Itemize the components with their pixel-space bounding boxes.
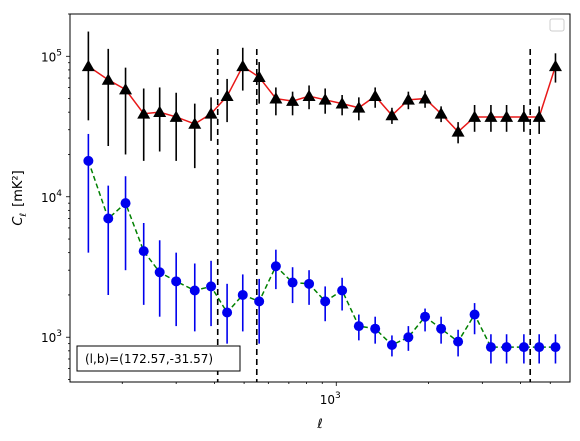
series-1-point — [418, 92, 432, 104]
series-1-point — [532, 110, 546, 122]
y-tick-label: 105 — [41, 48, 62, 64]
series-2-point — [254, 296, 265, 307]
series-1-point — [252, 70, 266, 83]
series-1-point — [137, 107, 151, 119]
series-1-point — [204, 107, 218, 119]
ticks-group: 103 103 104 105 — [41, 13, 551, 407]
series-2-point — [103, 213, 114, 224]
series-1-point — [286, 94, 300, 106]
series-2-point — [370, 323, 381, 334]
series-1 — [81, 31, 562, 169]
series-1-point — [335, 97, 349, 109]
annotation-text: (l,b)=(172.57,-31.57) — [85, 352, 213, 366]
y-axis-label: Cℓ [mK²] — [11, 170, 29, 225]
series-2-point — [222, 307, 233, 318]
series-2-point — [534, 342, 545, 353]
series-2-point — [420, 311, 431, 322]
series-2-point — [501, 342, 512, 353]
series-2-point — [353, 321, 364, 332]
series-1-point — [119, 83, 133, 95]
series-2-point — [287, 277, 298, 288]
series-1-point — [302, 89, 316, 102]
y-tick-label: 104 — [41, 189, 62, 205]
series-2-point — [550, 342, 561, 353]
series-2-point — [120, 198, 131, 209]
y-axis-label-unit: [mK²] — [11, 170, 26, 207]
series-1-point — [352, 101, 366, 113]
series-2-point — [485, 342, 496, 353]
series-1-point — [81, 59, 95, 72]
series-1-point — [269, 92, 283, 104]
annotation-box — [76, 345, 241, 372]
series-2-point — [403, 332, 414, 343]
series-1-point — [517, 110, 531, 122]
series-1-point — [169, 110, 183, 122]
y-axis-label-main: C — [11, 216, 26, 226]
series-2-point — [171, 276, 182, 287]
series-1-point — [188, 117, 202, 129]
annotation-group: (l,b)=(172.57,-31.57) — [76, 345, 241, 372]
series-2-point — [436, 323, 447, 334]
series-1-point — [500, 110, 514, 122]
series-2-point — [320, 296, 331, 307]
series-1-point — [236, 59, 250, 72]
series-2 — [83, 133, 561, 364]
series-group — [81, 31, 562, 364]
y-tick-label: 103 — [41, 329, 62, 345]
legend-group — [549, 18, 565, 32]
series-2-point — [206, 281, 217, 292]
plot-frame — [69, 13, 571, 383]
series-2-point — [189, 285, 200, 296]
x-tick-label: 103 — [320, 391, 341, 407]
series-2-point — [304, 278, 315, 289]
series-1-point — [385, 108, 399, 121]
series-2-point — [518, 342, 529, 353]
series-2-point — [386, 340, 397, 351]
series-1-point — [548, 59, 562, 72]
series-2-point — [270, 261, 281, 272]
series-2-point — [154, 267, 165, 278]
series-2-point — [138, 246, 149, 257]
series-1-point — [484, 110, 498, 122]
series-1-point — [318, 93, 332, 105]
vertical-lines-group — [216, 49, 532, 382]
series-1-point — [401, 93, 415, 105]
x-axis-label: ℓ — [316, 417, 322, 432]
series-1-point — [153, 105, 167, 118]
series-1-point — [101, 73, 115, 85]
series-2-point — [83, 155, 94, 166]
series-2-point — [337, 285, 348, 296]
y-axis-label-sub: ℓ — [19, 213, 29, 218]
series-1-point — [220, 89, 234, 102]
series-1-point — [368, 89, 382, 102]
series-2-point — [237, 289, 248, 300]
series-2-point — [469, 309, 480, 320]
legend-box — [549, 18, 565, 32]
series-1-point — [434, 107, 448, 119]
series-1-point — [451, 125, 465, 137]
series-2-point — [453, 336, 464, 347]
series-1-point — [468, 110, 482, 122]
